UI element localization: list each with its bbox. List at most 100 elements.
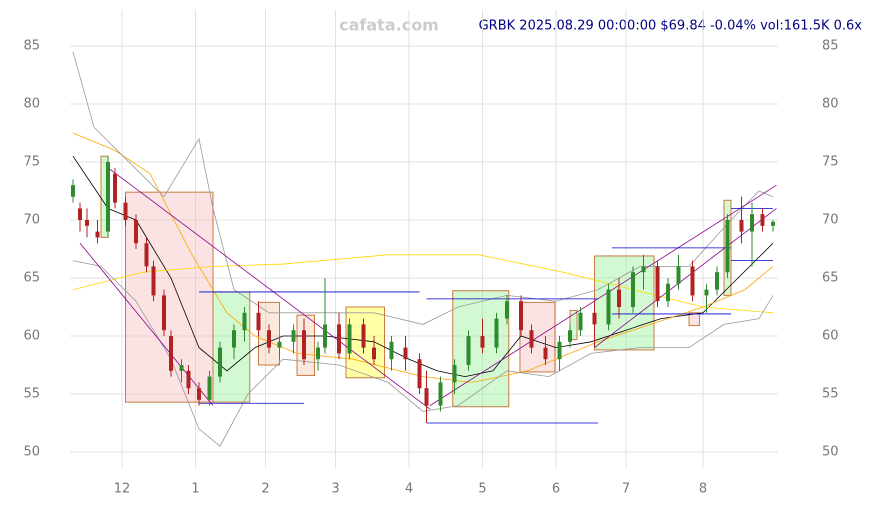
candle-body — [690, 266, 695, 296]
candle-body — [424, 388, 429, 406]
candle-body — [179, 365, 184, 371]
candle-body — [760, 214, 765, 226]
candle-body — [725, 220, 730, 273]
candle-body — [494, 318, 499, 348]
y-tick-label: 70 — [822, 213, 839, 228]
y-tick-label: 65 — [822, 271, 839, 286]
candle-body — [242, 312, 247, 331]
y-tick-label: 65 — [23, 271, 40, 286]
candle-body — [316, 347, 320, 360]
candle-body — [606, 289, 611, 325]
candle-body — [617, 289, 621, 307]
candle-body — [71, 185, 75, 197]
candle-body — [151, 266, 156, 296]
zone — [688, 312, 700, 327]
y-tick-label: 55 — [822, 387, 839, 402]
candle-body — [529, 330, 534, 348]
candle-body — [232, 330, 236, 348]
chart-title: GRBK 2025.08.29 00:00:00 $69.84 -0.04% v… — [479, 19, 863, 34]
candle-body — [302, 330, 306, 360]
candle-body — [78, 208, 82, 220]
overlay-line — [72, 132, 774, 383]
candle-body — [704, 289, 709, 296]
candle-body — [543, 347, 548, 360]
candle-body — [372, 347, 376, 360]
overlay-line — [72, 51, 774, 325]
candle-body — [323, 324, 327, 348]
overlay-line — [72, 155, 774, 378]
candle-body — [715, 272, 719, 290]
x-tick-label: 7 — [622, 482, 630, 497]
x-tick-label: 2 — [261, 482, 269, 497]
candle-body — [95, 231, 100, 238]
candle-body — [337, 324, 341, 354]
candle-body — [676, 266, 681, 284]
candle-body — [417, 359, 422, 389]
y-tick-label: 50 — [23, 445, 40, 460]
candle-body — [106, 162, 110, 232]
x-tick-label: 1 — [191, 482, 199, 497]
x-tick-label: 5 — [478, 482, 486, 497]
candle-body — [568, 330, 572, 342]
candle-body — [771, 221, 775, 226]
zone — [452, 290, 510, 408]
candle-body — [291, 330, 296, 342]
overlay-line — [107, 167, 431, 410]
candle-body — [519, 301, 523, 331]
y-tick-label: 80 — [23, 97, 40, 112]
x-tick-label: 4 — [405, 482, 413, 497]
candle-body — [655, 266, 660, 302]
candle-body — [197, 388, 201, 400]
candle-body — [578, 312, 583, 331]
candle-body — [277, 341, 282, 348]
candle-body — [169, 336, 173, 371]
watermark: cafata.com — [339, 16, 439, 35]
y-tick-label: 75 — [23, 155, 40, 170]
candle-body — [466, 336, 471, 365]
candle-body — [438, 382, 443, 406]
candle-body — [480, 336, 485, 348]
candle-body — [403, 347, 408, 360]
y-tick-label: 50 — [822, 445, 839, 460]
x-tick-label: 3 — [331, 482, 339, 497]
candle-body — [256, 312, 261, 331]
candle-body — [186, 370, 191, 389]
candle-body — [631, 272, 635, 307]
candle-body — [267, 330, 271, 348]
candle-body — [123, 202, 128, 220]
candle-body — [557, 341, 562, 360]
y-tick-label: 70 — [23, 213, 40, 228]
candle-body — [361, 324, 366, 348]
y-tick-label: 60 — [822, 329, 839, 344]
candle-body — [162, 295, 166, 331]
y-tick-label: 85 — [23, 39, 40, 54]
candle-body — [218, 347, 222, 377]
y-tick-label: 85 — [822, 39, 839, 54]
candle-body — [750, 214, 754, 232]
candle-body — [739, 220, 744, 232]
candle-body — [389, 341, 394, 360]
y-tick-label: 75 — [822, 155, 839, 170]
overlay-line — [429, 184, 777, 406]
candle-body — [452, 365, 457, 383]
candle-body — [666, 283, 670, 302]
zone — [212, 291, 251, 403]
candle-body — [641, 266, 646, 273]
candle-body — [207, 376, 212, 400]
candle-body — [592, 312, 597, 325]
y-tick-label: 80 — [822, 97, 839, 112]
y-tick-label: 60 — [23, 329, 40, 344]
x-tick-label: 8 — [699, 482, 707, 497]
overlay-line — [79, 242, 214, 406]
candle-body — [113, 173, 117, 203]
candle-body — [134, 220, 138, 244]
overlay-line — [594, 208, 777, 348]
overlay-line — [72, 260, 774, 447]
y-tick-label: 55 — [23, 387, 40, 402]
x-tick-label: 6 — [552, 482, 560, 497]
candle-body — [347, 324, 352, 354]
candle-body — [505, 301, 509, 319]
candle-body — [144, 243, 149, 267]
